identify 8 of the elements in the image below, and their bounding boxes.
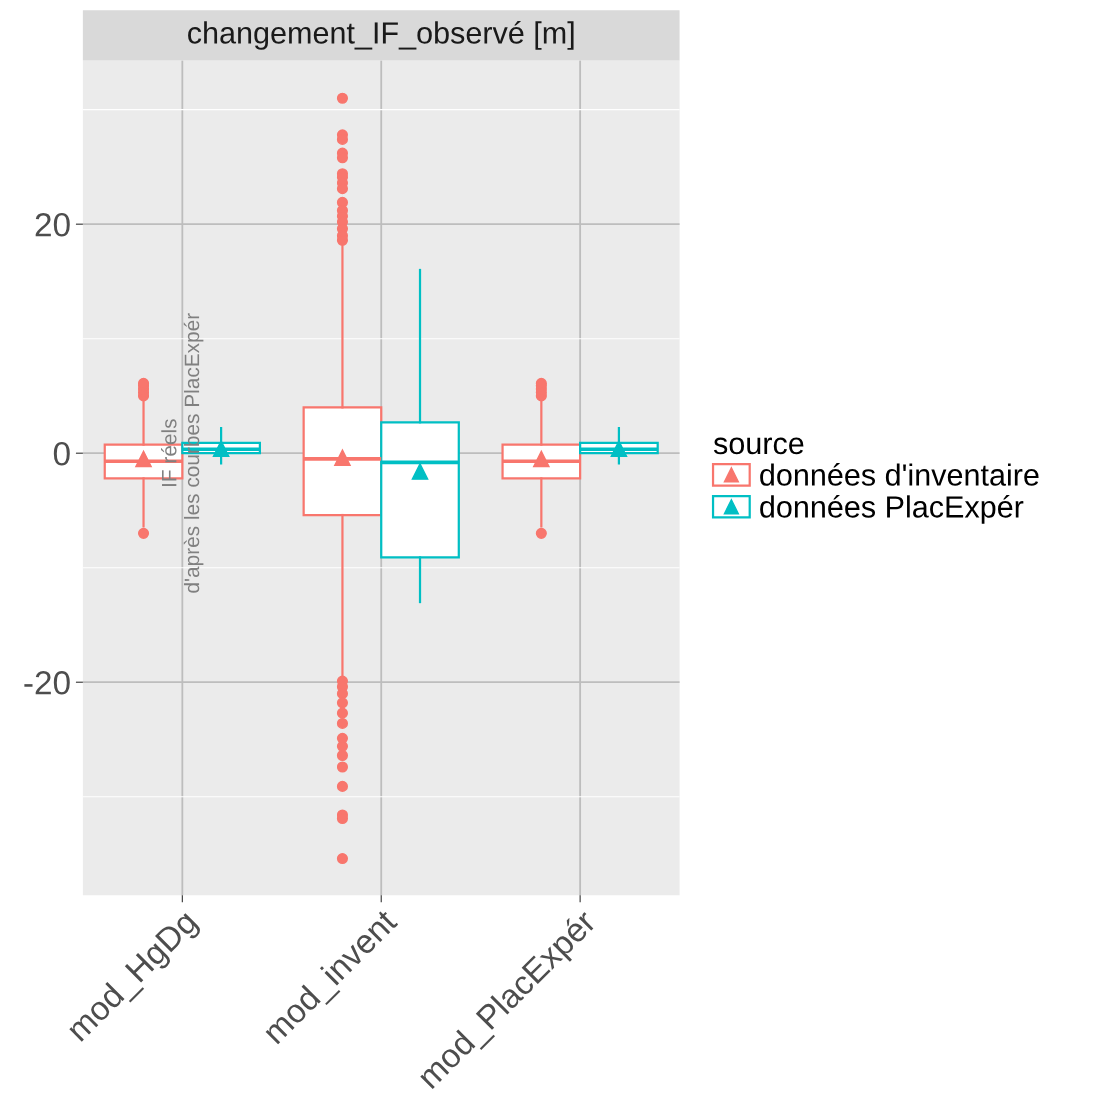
- legend-label: données PlacExpér: [760, 494, 1024, 524]
- legend-title: source: [713, 437, 804, 455]
- y-tick-label: -20: [24, 671, 70, 695]
- legend-label: données d'inventaire: [760, 463, 1039, 486]
- y-tick-label: 0: [53, 442, 70, 466]
- annotation: IF réels d'après les courbes PlacExpér: [161, 313, 204, 593]
- chart-title: changement_IF_observé [m]: [188, 20, 574, 50]
- y-tick-label: 20: [35, 212, 70, 237]
